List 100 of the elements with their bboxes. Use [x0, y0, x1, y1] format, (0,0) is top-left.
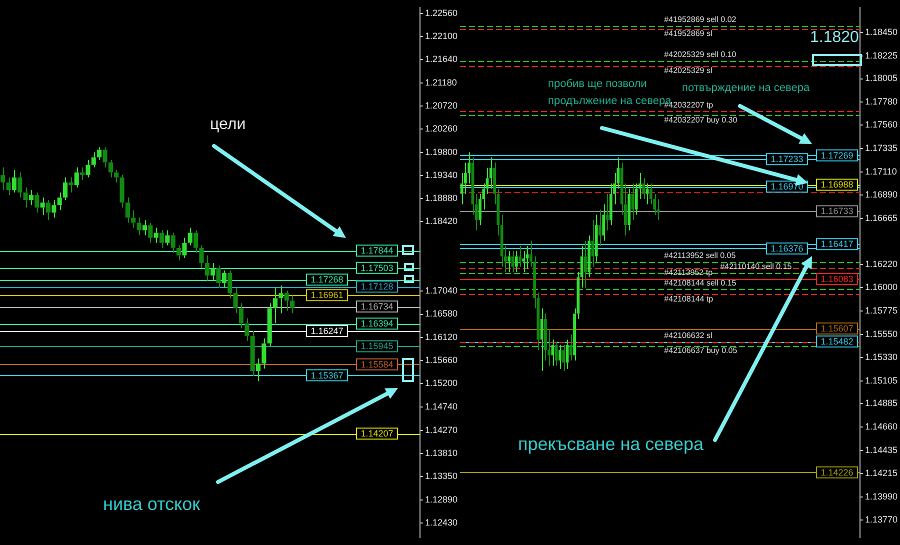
y-tick-label: 1.15105	[865, 375, 898, 386]
y-tick-label: 1.14270	[425, 424, 458, 435]
candlestick	[204, 254, 210, 282]
y-tick-label: 1.14885	[865, 398, 898, 408]
ref-line-label: 1.17844	[360, 246, 394, 256]
ref-line-label: 1.16083	[820, 274, 854, 284]
candlestick	[514, 250, 518, 272]
y-tick-label: 1.21640	[425, 54, 458, 64]
candlestick	[165, 230, 170, 246]
ref-line-label: #42106637 buy 0.05	[664, 346, 738, 355]
candlestick	[222, 270, 226, 289]
candlestick	[86, 159, 90, 178]
y-tick-label: 1.17335	[865, 143, 898, 154]
candlestick	[569, 334, 572, 362]
ref-line-label: #42108144 sell 0.15	[664, 278, 737, 288]
y-tick-label: 1.18225	[865, 50, 898, 60]
candlestick	[91, 152, 96, 168]
annotation: потвърждение на севера	[682, 82, 810, 94]
ref-line-label: 1.16988	[820, 180, 854, 190]
y-tick-label: 1.18005	[865, 73, 898, 84]
candlestick	[63, 176, 68, 201]
ref-line-label: #41952869 sell 0.02	[664, 15, 737, 24]
candlestick	[267, 302, 272, 346]
ref-line-label: 1.14207	[360, 428, 394, 439]
y-tick-label: 1.14215	[865, 468, 898, 478]
candlestick	[262, 338, 266, 370]
candlestick	[278, 285, 284, 314]
candlestick	[154, 227, 158, 244]
ref-line-label: 1.16417	[820, 239, 854, 250]
y-tick-label: 1.15775	[865, 306, 898, 316]
ref-line-label: #42025329 sl	[664, 66, 712, 75]
y-tick-label: 1.15330	[865, 352, 898, 362]
candlestick	[148, 222, 153, 244]
ref-line-label: #42108144 tp	[664, 294, 714, 304]
y-tick-label: 1.18450	[865, 26, 898, 37]
candlestick	[142, 220, 147, 236]
ref-line-label: 1.16376	[770, 243, 804, 254]
candlestick	[210, 262, 216, 282]
y-tick-label: 1.12430	[425, 517, 458, 528]
candlestick	[228, 270, 232, 299]
candlestick	[18, 172, 22, 198]
y-tick-label: 1.18880	[425, 193, 458, 204]
candlestick	[0, 166, 6, 190]
candlestick	[606, 193, 609, 231]
candlestick	[68, 176, 74, 194]
candlestick	[52, 200, 56, 218]
y-tick-label: 1.15550	[865, 328, 898, 339]
y-tick-label: 1.19340	[425, 170, 458, 180]
ref-line-label: 1.15367	[310, 370, 344, 380]
candlestick	[97, 146, 102, 160]
y-tick-label: 1.14435	[865, 445, 898, 456]
candlestick	[159, 230, 164, 248]
candlestick	[588, 235, 591, 278]
y-tick-label: 1.18420	[425, 216, 458, 226]
candlestick	[544, 313, 547, 362]
candlestick	[182, 237, 187, 258]
candlestick	[108, 159, 113, 178]
candlestick	[12, 169, 16, 194]
y-tick-label: 1.15660	[425, 355, 458, 366]
candlestick	[238, 302, 244, 329]
y-tick-label: 1.14660	[865, 422, 898, 432]
y-tick-label: 1.16580	[425, 308, 458, 319]
candlestick	[522, 250, 526, 272]
ref-line-label: 1.16734	[360, 301, 394, 312]
candlestick	[646, 182, 649, 205]
y-tick-label: 1.13810	[425, 448, 458, 458]
candlestick	[558, 344, 562, 370]
candlestick	[80, 166, 85, 180]
annotation: цели	[210, 116, 246, 134]
y-tick-label: 1.21180	[425, 77, 457, 88]
candlestick	[518, 245, 522, 268]
y-tick-label: 1.22100	[425, 31, 458, 42]
y-tick-label: 1.14740	[425, 401, 458, 412]
candlestick	[554, 341, 558, 366]
annotation: прекъсване на севера	[518, 434, 704, 455]
candlestick	[102, 146, 108, 168]
ref-line-label: 1.15607	[820, 324, 854, 334]
ref-line-label: #41952869 sl	[664, 28, 712, 38]
candlestick	[23, 186, 28, 208]
ref-line-label: 1.15945	[360, 341, 394, 352]
y-tick-label: 1.13350	[425, 471, 458, 482]
y-tick-label: 1.12890	[425, 494, 458, 504]
y-tick-label: 1.16890	[865, 189, 898, 200]
y-tick-label: 1.16220	[865, 259, 898, 270]
candlestick	[290, 295, 295, 314]
candlestick	[634, 182, 638, 216]
candlestick	[40, 197, 45, 216]
ref-line-label: 1.17128	[360, 282, 394, 292]
y-tick-label: 1.16000	[865, 282, 898, 292]
ref-line-label: 1.16733	[820, 206, 854, 216]
candlestick	[642, 178, 646, 200]
candlestick	[284, 290, 289, 312]
candlestick	[562, 344, 566, 372]
candlestick	[57, 192, 62, 211]
y-tick-label: 1.13990	[865, 491, 898, 502]
ref-line-label: 1.17503	[360, 262, 394, 273]
candlestick	[628, 188, 631, 231]
candlestick	[136, 217, 142, 236]
candlestick	[188, 227, 192, 246]
y-tick-label: 1.13770	[865, 514, 898, 524]
